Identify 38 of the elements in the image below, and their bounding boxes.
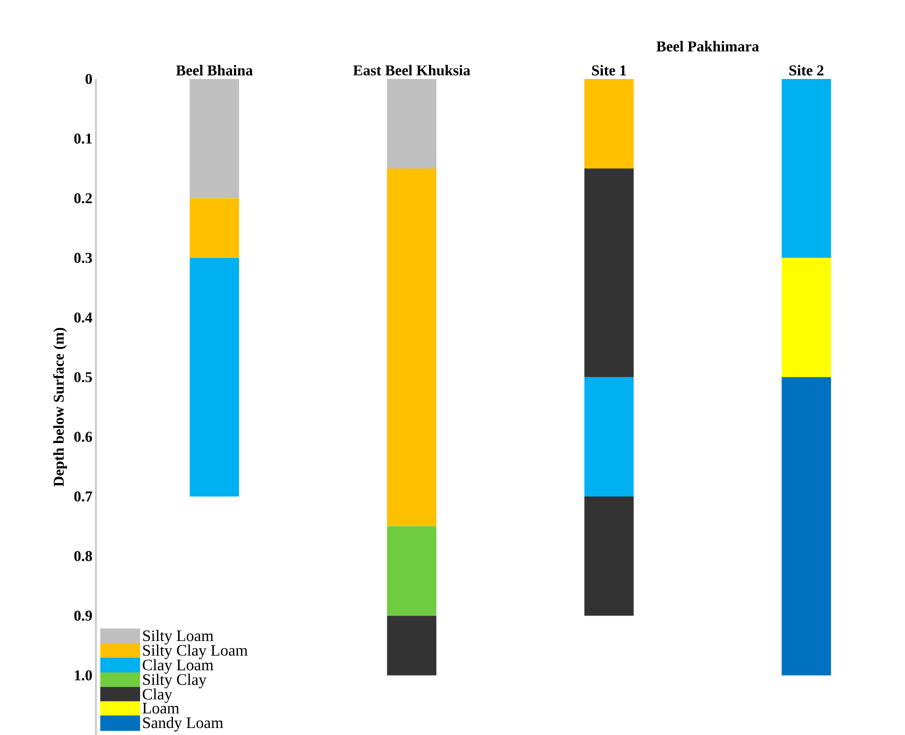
y-tick-label: 0.2 — [74, 193, 92, 204]
legend-label: Sandy Loam — [143, 716, 224, 732]
bar — [387, 526, 436, 616]
bar — [190, 78, 240, 198]
y-axis-title: Depth below Surface (m) — [53, 328, 67, 487]
bar — [190, 198, 240, 258]
bar — [387, 168, 436, 526]
bar — [584, 496, 634, 616]
y-tick-label: 0.8 — [74, 550, 92, 562]
bar — [387, 616, 436, 676]
bar — [190, 258, 240, 496]
bar — [584, 377, 634, 496]
bar — [782, 377, 832, 676]
y-tick-label: 0.9 — [74, 610, 92, 621]
bar — [782, 258, 832, 378]
legend-label: Clay Loam — [142, 659, 214, 674]
text: Beel Pakhimara — [656, 40, 759, 52]
legend-label: Silty Loam — [143, 630, 214, 644]
y-tick-label: 0.7 — [74, 491, 92, 502]
y-tick-label: 0.3 — [74, 252, 92, 264]
legend-label: Silty Clay — [143, 674, 206, 688]
y-tick-label: 0.1 — [74, 134, 92, 144]
y-tick-label: 0 — [86, 74, 92, 84]
bar — [782, 78, 832, 258]
bar — [387, 78, 436, 168]
bar — [584, 168, 634, 378]
legend-label: Clay — [142, 688, 172, 703]
bar — [584, 78, 634, 168]
y-tick-label: 0.4 — [74, 312, 92, 323]
x-tick-label: Beel Bhaina — [176, 64, 253, 76]
y-tick-label: 0.5 — [74, 372, 92, 382]
x-tick-label: Site 1 — [592, 64, 626, 76]
x-tick-label: Site 2 — [789, 64, 824, 76]
x-tick-label: East Beel Khuksia — [353, 64, 470, 76]
y-tick-label: 0.6 — [74, 432, 92, 442]
y-tick-label: 1.0 — [74, 670, 92, 680]
legend-label: Silty Clay Loam — [143, 644, 248, 660]
legend-label: Loam — [142, 702, 180, 714]
